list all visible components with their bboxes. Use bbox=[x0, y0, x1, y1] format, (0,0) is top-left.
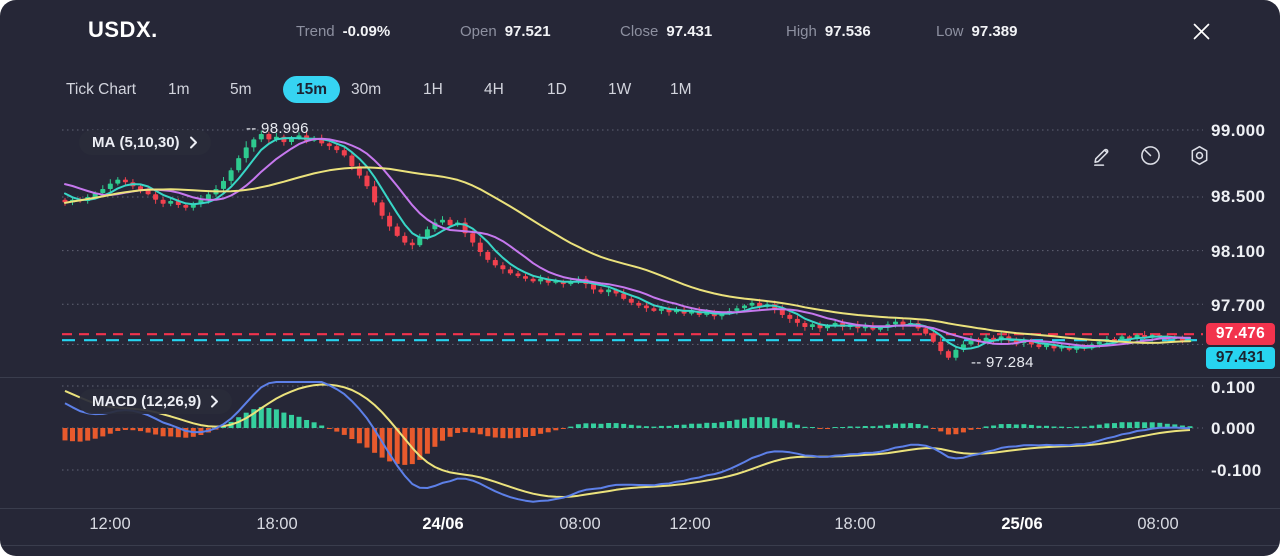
timer-icon[interactable] bbox=[1139, 144, 1162, 167]
ma-legend-text: MA (5,10,30) bbox=[92, 134, 180, 151]
macd-legend-text: MACD (12,26,9) bbox=[92, 393, 202, 410]
time-tick: 18:00 bbox=[834, 515, 876, 533]
stat-value: 97.389 bbox=[971, 23, 1018, 40]
stat-label: Trend bbox=[296, 23, 335, 40]
tab-15m[interactable]: 15m bbox=[283, 76, 341, 103]
tab-5m[interactable]: 5m bbox=[230, 81, 252, 98]
time-tick: 18:00 bbox=[256, 515, 298, 533]
time-tick: 08:00 bbox=[1137, 515, 1179, 533]
stat-trend: Trend -0.09% bbox=[296, 23, 390, 40]
tab-30m[interactable]: 30m bbox=[351, 81, 382, 98]
chart-tools bbox=[1090, 144, 1211, 167]
macd-tick: -0.100 bbox=[1211, 461, 1262, 480]
time-tick: 12:00 bbox=[669, 515, 711, 533]
chart-header: USDX. Trend -0.09% Open 97.521 Close 97.431… bbox=[0, 0, 1280, 62]
stat-high: High 97.536 bbox=[786, 23, 871, 40]
close-icon bbox=[1193, 23, 1209, 39]
stat-label: Open bbox=[460, 23, 497, 40]
stat-value: 97.536 bbox=[824, 23, 871, 40]
close-button[interactable] bbox=[1188, 18, 1214, 44]
chevron-right-icon bbox=[211, 395, 219, 408]
symbol-title: USDX. bbox=[88, 17, 158, 42]
price-tick: 98.500 bbox=[1211, 187, 1266, 206]
stat-value: 97.521 bbox=[504, 23, 551, 40]
settings-gear-icon[interactable] bbox=[1188, 144, 1211, 167]
close-price-badge: 97.431 bbox=[1206, 347, 1275, 369]
stat-close: Close 97.431 bbox=[620, 23, 712, 40]
macd-indicator-legend[interactable]: MACD (12,26,9) bbox=[79, 389, 233, 414]
stat-value: -0.09% bbox=[342, 23, 391, 40]
stat-value: 97.431 bbox=[666, 23, 713, 40]
stat-label: Low bbox=[936, 23, 964, 40]
chevron-right-icon bbox=[189, 136, 197, 149]
stat-low: Low 97.389 bbox=[936, 23, 1017, 40]
time-tick-date: 25/06 bbox=[1001, 515, 1043, 533]
time-tick: 12:00 bbox=[89, 515, 131, 533]
time-tick-date: 24/06 bbox=[422, 515, 464, 533]
price-tick: 98.100 bbox=[1211, 242, 1266, 261]
price-tick: 99.000 bbox=[1211, 121, 1266, 140]
tab-1d[interactable]: 1D bbox=[547, 81, 567, 98]
stat-label: High bbox=[786, 23, 817, 40]
timeframe-tabbar: Tick Chart 1m 5m 15m 30m 1H 4H 1D 1W 1M bbox=[0, 70, 1280, 166]
stat-label: Close bbox=[620, 23, 659, 40]
last-price-badge: 97.476 bbox=[1206, 323, 1275, 345]
tab-4h[interactable]: 4H bbox=[484, 81, 504, 98]
time-tick: 08:00 bbox=[559, 515, 601, 533]
tab-tick-chart[interactable]: Tick Chart bbox=[66, 81, 137, 98]
tab-1w[interactable]: 1W bbox=[608, 81, 632, 98]
tab-1M[interactable]: 1M bbox=[670, 81, 692, 98]
tab-1m[interactable]: 1m bbox=[168, 81, 190, 98]
tab-1h[interactable]: 1H bbox=[423, 81, 443, 98]
macd-tick: 0.100 bbox=[1211, 378, 1256, 397]
low-price-annotation: -- 97.284 bbox=[971, 354, 1034, 371]
stat-open: Open 97.521 bbox=[460, 23, 551, 40]
price-tick: 97.700 bbox=[1211, 296, 1266, 315]
ma-indicator-legend[interactable]: MA (5,10,30) bbox=[79, 130, 211, 155]
high-price-annotation: -- 98.996 bbox=[246, 120, 309, 137]
draw-pencil-icon[interactable] bbox=[1090, 144, 1113, 167]
macd-tick: 0.000 bbox=[1211, 419, 1256, 438]
